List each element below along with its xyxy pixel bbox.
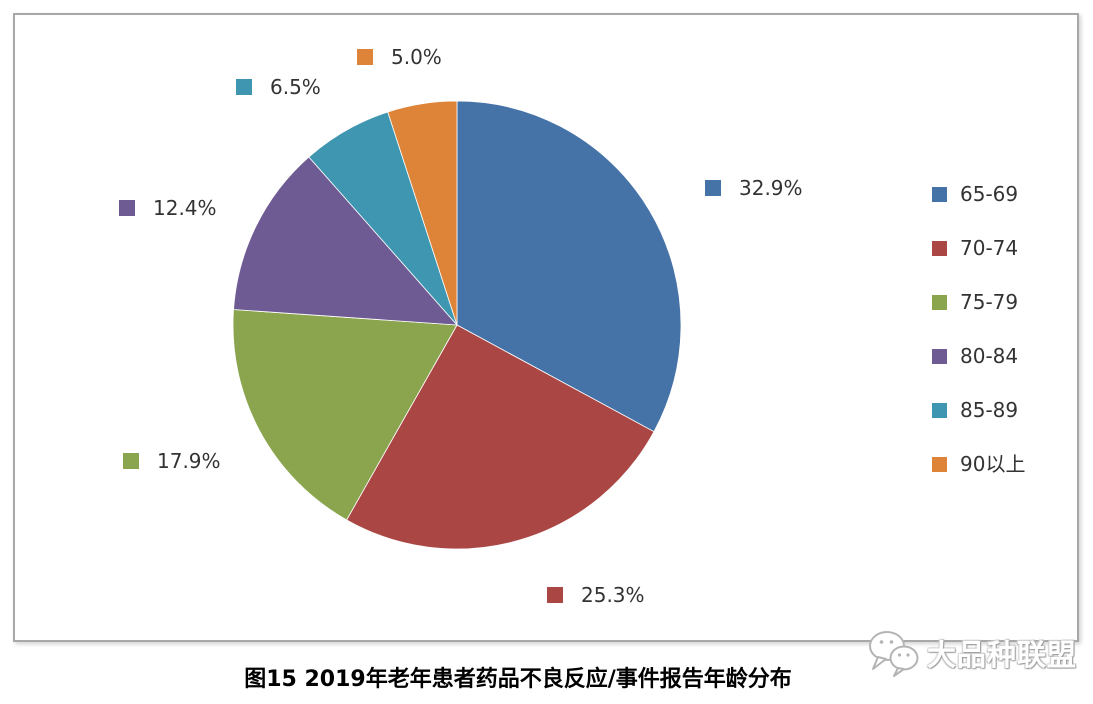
pie-slice-75-79 [232, 309, 458, 521]
data-label-value: 17.9% [157, 449, 221, 473]
watermark: 大品种联盟 [866, 629, 1077, 677]
legend-marker-80-84 [932, 349, 947, 364]
data-label-value: 12.4% [153, 196, 217, 220]
data-label-marker-90plus [357, 49, 373, 65]
wechat-chat-bubbles-icon [869, 631, 919, 677]
legend-marker-85-89 [932, 403, 947, 418]
pie-slice-90以上 [387, 100, 458, 326]
legend-marker-65-69 [932, 187, 947, 202]
pie-slice-65-69 [456, 100, 682, 433]
data-label-90plus: 5.0% [357, 45, 442, 69]
chart-caption: 图15 2019年老年患者药品不良反应/事件报告年龄分布 [244, 667, 792, 692]
pie-slice-70-74 [346, 324, 655, 550]
data-label-marker-80-84 [119, 200, 135, 216]
legend-item-65-69: 65-69 [932, 183, 1025, 206]
data-label-value: 32.9% [739, 176, 803, 200]
legend-item-75-79: 75-79 [932, 291, 1025, 314]
data-label-75-79: 17.9% [123, 449, 221, 473]
legend-marker-75-79 [932, 295, 947, 310]
data-label-70-74: 25.3% [547, 583, 645, 607]
legend-label: 85-89 [960, 398, 1019, 422]
chart-area: 32.9% 25.3% 17.9% 12.4% 6.5% 5.0% 65-69 [13, 13, 1079, 642]
legend: 65-69 70-74 75-79 80-84 85-89 90以上 [932, 183, 1025, 476]
data-label-marker-70-74 [547, 587, 563, 603]
data-label-value: 6.5% [270, 75, 321, 99]
data-label-value: 5.0% [391, 45, 442, 69]
data-label-85-89: 6.5% [236, 75, 321, 99]
data-label-marker-75-79 [123, 453, 139, 469]
data-label-65-69: 32.9% [705, 176, 803, 200]
legend-label: 70-74 [960, 236, 1019, 260]
legend-label: 90以上 [960, 452, 1026, 476]
data-label-marker-85-89 [236, 79, 252, 95]
legend-label: 75-79 [960, 290, 1019, 314]
legend-marker-70-74 [932, 241, 947, 256]
legend-item-70-74: 70-74 [932, 237, 1025, 260]
data-label-80-84: 12.4% [119, 196, 217, 220]
legend-item-90plus: 90以上 [932, 453, 1025, 476]
legend-item-85-89: 85-89 [932, 399, 1025, 422]
data-label-marker-65-69 [705, 180, 721, 196]
legend-marker-90plus [932, 457, 947, 472]
legend-label: 65-69 [960, 182, 1019, 206]
watermark-text: 大品种联盟 [927, 638, 1078, 672]
pie-slice-80-84 [233, 156, 458, 326]
legend-item-80-84: 80-84 [932, 345, 1025, 368]
pie-chart [232, 100, 682, 550]
data-label-value: 25.3% [581, 583, 645, 607]
legend-label: 80-84 [960, 344, 1019, 368]
